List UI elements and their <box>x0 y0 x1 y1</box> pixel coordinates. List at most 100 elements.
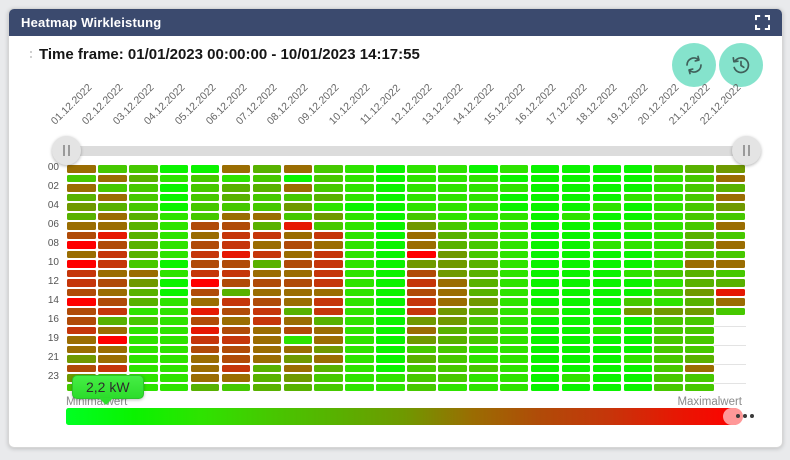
heatmap-cell[interactable] <box>129 165 158 173</box>
heatmap-cell[interactable] <box>530 260 560 268</box>
heatmap-cell[interactable] <box>252 241 282 249</box>
heatmap-cell[interactable] <box>499 355 529 363</box>
heatmap-cell[interactable] <box>407 336 436 344</box>
heatmap-cell[interactable] <box>376 193 405 202</box>
heatmap-cell[interactable] <box>98 212 127 221</box>
heatmap-cell[interactable] <box>654 298 683 306</box>
heatmap-cell[interactable] <box>685 260 714 268</box>
heatmap-cell[interactable] <box>376 222 405 230</box>
heatmap-cell[interactable] <box>221 250 251 259</box>
heatmap-cell[interactable] <box>592 298 622 306</box>
heatmap-cell[interactable] <box>530 345 560 354</box>
heatmap-cell[interactable] <box>654 250 683 259</box>
heatmap-cell[interactable] <box>67 269 96 278</box>
heatmap-cell[interactable] <box>314 336 343 344</box>
heatmap-cell[interactable] <box>283 250 313 259</box>
heatmap-cell[interactable] <box>159 250 189 259</box>
heatmap-cell[interactable] <box>407 212 436 221</box>
heatmap-cell[interactable] <box>561 174 591 183</box>
heatmap-cell[interactable] <box>314 279 343 287</box>
heatmap-cell[interactable] <box>438 269 467 278</box>
heatmap-cell[interactable] <box>592 345 622 354</box>
heatmap-cell[interactable] <box>685 383 714 392</box>
heatmap-cell[interactable] <box>159 269 189 278</box>
heatmap-cell[interactable] <box>98 355 127 363</box>
heatmap-cell[interactable] <box>159 279 189 287</box>
heatmap-cell[interactable] <box>561 355 591 363</box>
heatmap-cell[interactable] <box>592 364 622 373</box>
heatmap-cell[interactable] <box>592 383 622 392</box>
heatmap-cell[interactable] <box>530 212 560 221</box>
heatmap-cell[interactable] <box>190 231 220 240</box>
heatmap-cell[interactable] <box>190 317 220 325</box>
heatmap-cell[interactable] <box>159 288 189 297</box>
heatmap-cell[interactable] <box>623 288 653 297</box>
heatmap-cell[interactable] <box>592 165 622 173</box>
heatmap-cell[interactable] <box>221 174 251 183</box>
heatmap-cell[interactable] <box>623 336 653 344</box>
heatmap-cell[interactable] <box>623 383 653 392</box>
heatmap-cell[interactable] <box>190 212 220 221</box>
heatmap-cell[interactable] <box>283 241 313 249</box>
heatmap-cell[interactable] <box>407 345 436 354</box>
heatmap-cell[interactable] <box>499 250 529 259</box>
heatmap-cell[interactable] <box>530 241 560 249</box>
heatmap-cell[interactable] <box>159 231 189 240</box>
heatmap-cell[interactable] <box>654 288 683 297</box>
heatmap-cell[interactable] <box>345 326 374 335</box>
heatmap-cell[interactable] <box>407 250 436 259</box>
heatmap-cell[interactable] <box>376 184 405 192</box>
heatmap-cell[interactable] <box>561 364 591 373</box>
heatmap-cell[interactable] <box>685 212 714 221</box>
heatmap-cell[interactable] <box>98 269 127 278</box>
heatmap-cell[interactable] <box>252 203 282 211</box>
heatmap-cell[interactable] <box>283 165 313 173</box>
heatmap-cell[interactable] <box>685 364 714 373</box>
heatmap-cell[interactable] <box>469 364 498 373</box>
heatmap-cell[interactable] <box>438 326 467 335</box>
heatmap-cell[interactable] <box>716 250 745 259</box>
heatmap-cell[interactable] <box>438 279 467 287</box>
heatmap-cell[interactable] <box>530 193 560 202</box>
heatmap-cell[interactable] <box>685 193 714 202</box>
heatmap-cell[interactable] <box>190 269 220 278</box>
heatmap-cell[interactable] <box>345 184 374 192</box>
heatmap-cell[interactable] <box>221 345 251 354</box>
heatmap-cell[interactable] <box>345 317 374 325</box>
heatmap-cell[interactable] <box>407 364 436 373</box>
heatmap-cell[interactable] <box>345 355 374 363</box>
heatmap-cell[interactable] <box>592 307 622 316</box>
heatmap-cell[interactable] <box>561 184 591 192</box>
heatmap-cell[interactable] <box>685 307 714 316</box>
heatmap-cell[interactable] <box>190 336 220 344</box>
heatmap-cell[interactable] <box>469 279 498 287</box>
heatmap-cell[interactable] <box>469 374 498 382</box>
heatmap-cell[interactable] <box>654 203 683 211</box>
heatmap-cell[interactable] <box>67 364 96 373</box>
heatmap-cell[interactable] <box>252 355 282 363</box>
heatmap-cell[interactable] <box>469 307 498 316</box>
heatmap-cell[interactable] <box>283 184 313 192</box>
heatmap-cell[interactable] <box>530 174 560 183</box>
heatmap-cell[interactable] <box>67 222 96 230</box>
heatmap-cell[interactable] <box>499 374 529 382</box>
heatmap-cell[interactable] <box>654 317 683 325</box>
heatmap-cell[interactable] <box>67 326 96 335</box>
heatmap-cell[interactable] <box>221 326 251 335</box>
heatmap-cell[interactable] <box>716 241 745 249</box>
heatmap-cell[interactable] <box>283 364 313 373</box>
heatmap-cell[interactable] <box>499 269 529 278</box>
heatmap-cell[interactable] <box>376 241 405 249</box>
heatmap-cell[interactable] <box>129 326 158 335</box>
heatmap-cell[interactable] <box>252 279 282 287</box>
heatmap-cell[interactable] <box>98 279 127 287</box>
heatmap-cell[interactable] <box>314 165 343 173</box>
heatmap-cell[interactable] <box>159 383 189 392</box>
heatmap-cell[interactable] <box>314 203 343 211</box>
heatmap-cell[interactable] <box>561 288 591 297</box>
heatmap-cell[interactable] <box>530 203 560 211</box>
heatmap-cell[interactable] <box>561 193 591 202</box>
heatmap-cell[interactable] <box>438 222 467 230</box>
heatmap-cell[interactable] <box>221 269 251 278</box>
heatmap-cell[interactable] <box>685 279 714 287</box>
